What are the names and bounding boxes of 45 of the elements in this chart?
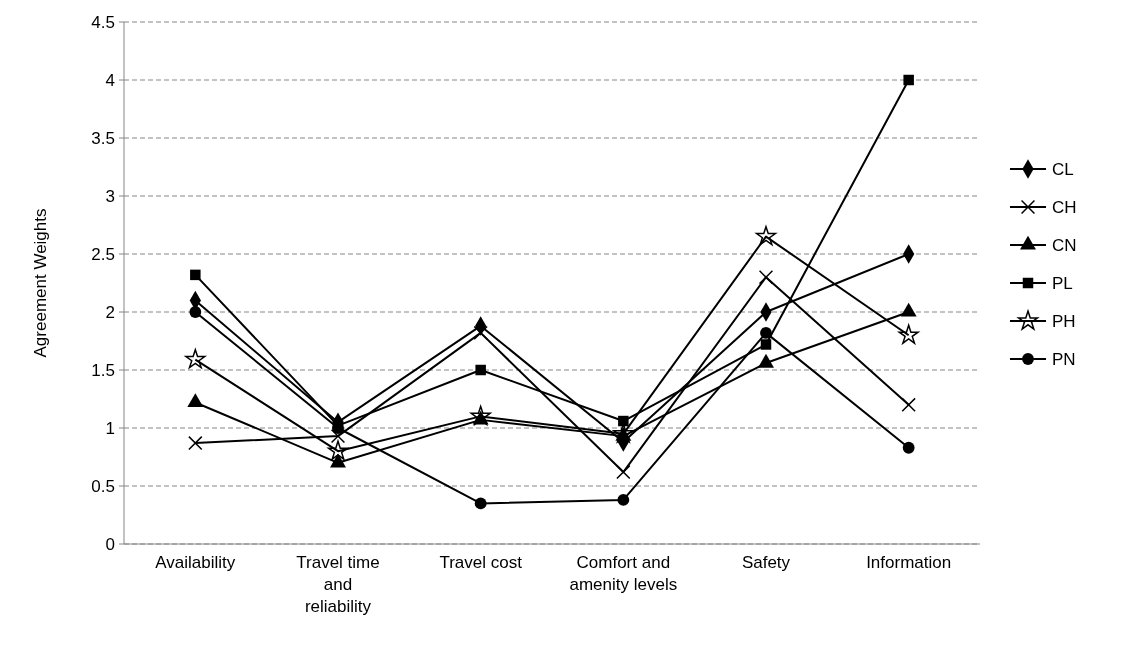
y-tick-label: 4 — [105, 70, 115, 90]
point — [189, 306, 202, 318]
legend-label: PL — [1052, 273, 1073, 293]
y-tick-label: 3.5 — [91, 128, 115, 148]
y-tick-label: 4.5 — [91, 12, 115, 32]
point — [758, 270, 774, 285]
point — [187, 393, 204, 408]
point — [188, 435, 203, 451]
legend-label: CN — [1052, 235, 1077, 255]
y-tick-label: 0 — [105, 534, 115, 554]
x-tick-label: Safety — [741, 553, 791, 572]
legend-label: PN — [1052, 349, 1076, 369]
point — [618, 415, 629, 427]
x-tick-label: Travel time and reliability — [296, 553, 380, 616]
y-tick-label: 2.5 — [91, 244, 115, 264]
legend-label: CH — [1052, 197, 1077, 217]
x-tick-label: Travel cost — [439, 553, 523, 572]
point — [755, 225, 777, 246]
point — [473, 325, 488, 341]
point — [470, 405, 491, 426]
point — [330, 428, 346, 444]
y-tick-label: 2 — [105, 302, 115, 322]
y-tick-label: 1.5 — [91, 360, 115, 380]
point — [617, 494, 630, 506]
legend-label: PH — [1052, 311, 1076, 331]
point — [327, 440, 349, 460]
x-tick-label: Comfort and amenity levels — [569, 553, 678, 594]
point — [760, 339, 772, 350]
y-axis-title: Agreement Weights — [31, 208, 50, 358]
point — [760, 326, 772, 339]
point — [898, 324, 919, 344]
point — [474, 497, 487, 510]
y-tick-label: 0.5 — [91, 476, 115, 496]
point — [190, 269, 201, 281]
point — [616, 464, 631, 480]
point — [475, 364, 486, 376]
legend-label: CL — [1052, 159, 1074, 179]
x-tick-label: Availability — [155, 553, 236, 572]
x-tick-label: Information — [866, 553, 952, 572]
point — [185, 348, 206, 369]
y-tick-label: 1 — [105, 418, 115, 438]
y-tick-label: 3 — [105, 186, 115, 206]
point — [901, 397, 916, 412]
point — [902, 441, 915, 454]
point — [903, 74, 914, 86]
